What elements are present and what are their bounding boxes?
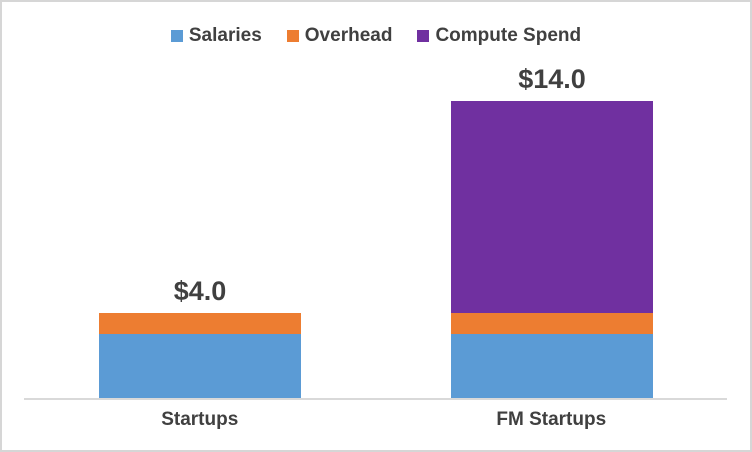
bar-segment-salaries: [451, 334, 653, 398]
x-axis-line: [24, 398, 727, 400]
x-axis-labels: Startups FM Startups: [24, 409, 727, 431]
legend: Salaries Overhead Compute Spend: [2, 22, 750, 50]
bar-segment-salaries: [99, 334, 301, 398]
legend-label-overhead: Overhead: [304, 25, 393, 46]
plot-area: $4.0 $14.0: [24, 64, 727, 398]
legend-item-compute-spend: Compute Spend: [417, 25, 581, 47]
legend-swatch-salaries-icon: [170, 30, 183, 42]
total-label-startups: $4.0: [173, 276, 227, 307]
bar-segment-compute-spend: [451, 101, 653, 314]
legend-swatch-compute-spend-icon: [417, 30, 430, 42]
bar-segment-overhead: [451, 313, 653, 335]
bar-segment-overhead: [99, 313, 301, 335]
legend-swatch-overhead-icon: [286, 30, 299, 42]
x-axis-label-startups: Startups: [161, 409, 239, 430]
bar-startups: [99, 313, 301, 398]
legend-item-overhead: Overhead: [286, 25, 393, 47]
legend-item-salaries: Salaries: [170, 25, 262, 47]
total-label-fm-startups: $14.0: [518, 64, 586, 94]
legend-label-compute-spend: Compute Spend: [435, 25, 582, 46]
legend-label-salaries: Salaries: [188, 25, 262, 46]
x-axis-label-fm-startups: FM Startups: [496, 409, 607, 430]
bar-fm-startups: [451, 101, 653, 398]
